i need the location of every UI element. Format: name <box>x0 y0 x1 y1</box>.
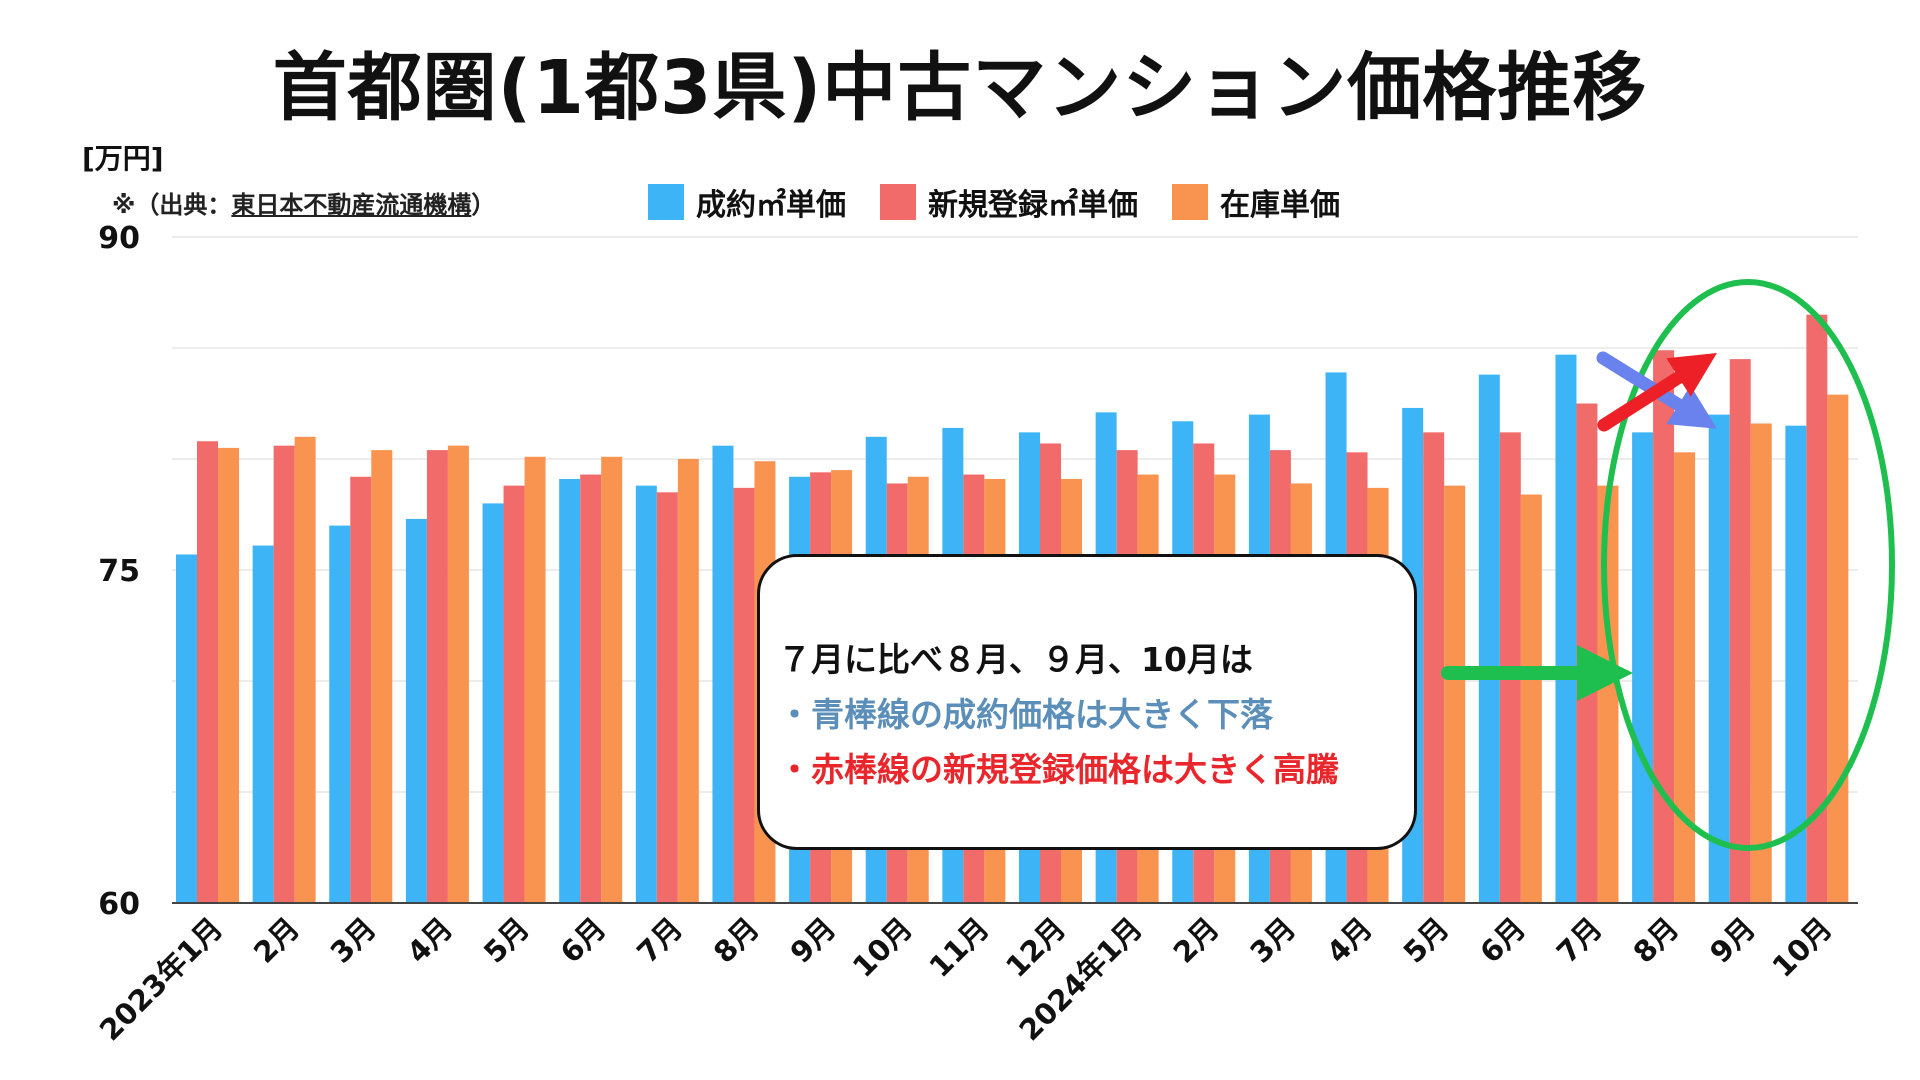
bar-2-20 <box>1751 423 1772 903</box>
bar-2-17 <box>1521 495 1542 903</box>
bar-2-4 <box>525 457 546 903</box>
bar-0-4 <box>483 503 504 903</box>
bar-2-5 <box>601 457 622 903</box>
x-tick-label: 12月 <box>999 911 1072 984</box>
x-tick-label: 5月 <box>1397 911 1456 970</box>
annotation-callout: ７月に比べ８月、９月、10月は ・青棒線の成約価格は大きく下落 ・赤棒線の新規登… <box>757 554 1417 850</box>
bar-1-19 <box>1653 350 1674 903</box>
bar-0-18 <box>1555 355 1576 903</box>
bar-2-18 <box>1597 486 1618 903</box>
bar-0-20 <box>1709 415 1730 903</box>
bar-1-3 <box>427 450 448 903</box>
bar-chart: 6075902023年1月 2月 3月 4月 5月 6月 7月 8月 9月 10月 11月 12月20… <box>0 0 1920 1080</box>
x-tick-label: 2月 <box>1167 911 1226 970</box>
x-tick-label: 6月 <box>1473 911 1532 970</box>
x-tick-label: 7月 <box>1550 911 1609 970</box>
x-tick-label: 2023年1月 <box>93 911 229 1047</box>
bar-2-16 <box>1444 486 1465 903</box>
bar-1-5 <box>580 475 601 903</box>
y-tick-label: 75 <box>98 554 140 589</box>
bar-2-2 <box>371 450 392 903</box>
bar-1-7 <box>733 488 754 903</box>
blue-down-arrow-icon <box>1603 358 1695 415</box>
bar-2-1 <box>295 437 316 903</box>
bar-2-3 <box>448 446 469 903</box>
callout-heading: ７月に比べ８月、９月、10月は <box>778 632 1414 687</box>
x-tick-label: 6月 <box>554 911 613 970</box>
bar-0-0 <box>176 554 197 903</box>
x-tick-label: 4月 <box>400 911 459 970</box>
bar-0-2 <box>329 526 350 903</box>
red-up-arrow-icon <box>1604 367 1695 425</box>
bar-1-4 <box>504 486 525 903</box>
x-tick-label: 10月 <box>846 911 919 984</box>
bar-2-19 <box>1674 452 1695 903</box>
bar-1-18 <box>1576 404 1597 904</box>
bar-0-1 <box>253 546 274 903</box>
x-tick-label: 3月 <box>1243 911 1302 970</box>
bar-2-6 <box>678 459 699 903</box>
bar-0-6 <box>636 486 657 903</box>
bar-1-20 <box>1730 359 1751 903</box>
x-tick-label: 8月 <box>707 911 766 970</box>
bar-1-1 <box>274 446 295 903</box>
bar-2-0 <box>218 448 239 903</box>
x-tick-label: 7月 <box>630 911 689 970</box>
x-tick-label: 11月 <box>923 911 996 984</box>
bar-1-0 <box>197 441 218 903</box>
bar-0-19 <box>1632 432 1653 903</box>
x-tick-label: 9月 <box>784 911 843 970</box>
bar-0-3 <box>406 519 427 903</box>
bar-1-16 <box>1423 432 1444 903</box>
x-tick-label: 2月 <box>247 911 306 970</box>
bar-2-21 <box>1827 395 1848 903</box>
callout-line-new-listing: ・赤棒線の新規登録価格は大きく高騰 <box>778 742 1414 797</box>
x-tick-label: 8月 <box>1627 911 1686 970</box>
bar-0-5 <box>559 479 580 903</box>
bar-0-7 <box>712 446 733 903</box>
x-tick-label: 10月 <box>1766 911 1839 984</box>
y-tick-label: 60 <box>98 887 140 922</box>
callout-line-contract: ・青棒線の成約価格は大きく下落 <box>778 687 1414 742</box>
x-tick-label: 9月 <box>1703 911 1762 970</box>
x-tick-label: 4月 <box>1320 911 1379 970</box>
bar-1-6 <box>657 492 678 903</box>
x-tick-label: 5月 <box>477 911 536 970</box>
bar-1-2 <box>350 477 371 903</box>
bar-0-17 <box>1479 375 1500 903</box>
x-tick-label: 3月 <box>324 911 383 970</box>
y-tick-label: 90 <box>98 221 140 256</box>
